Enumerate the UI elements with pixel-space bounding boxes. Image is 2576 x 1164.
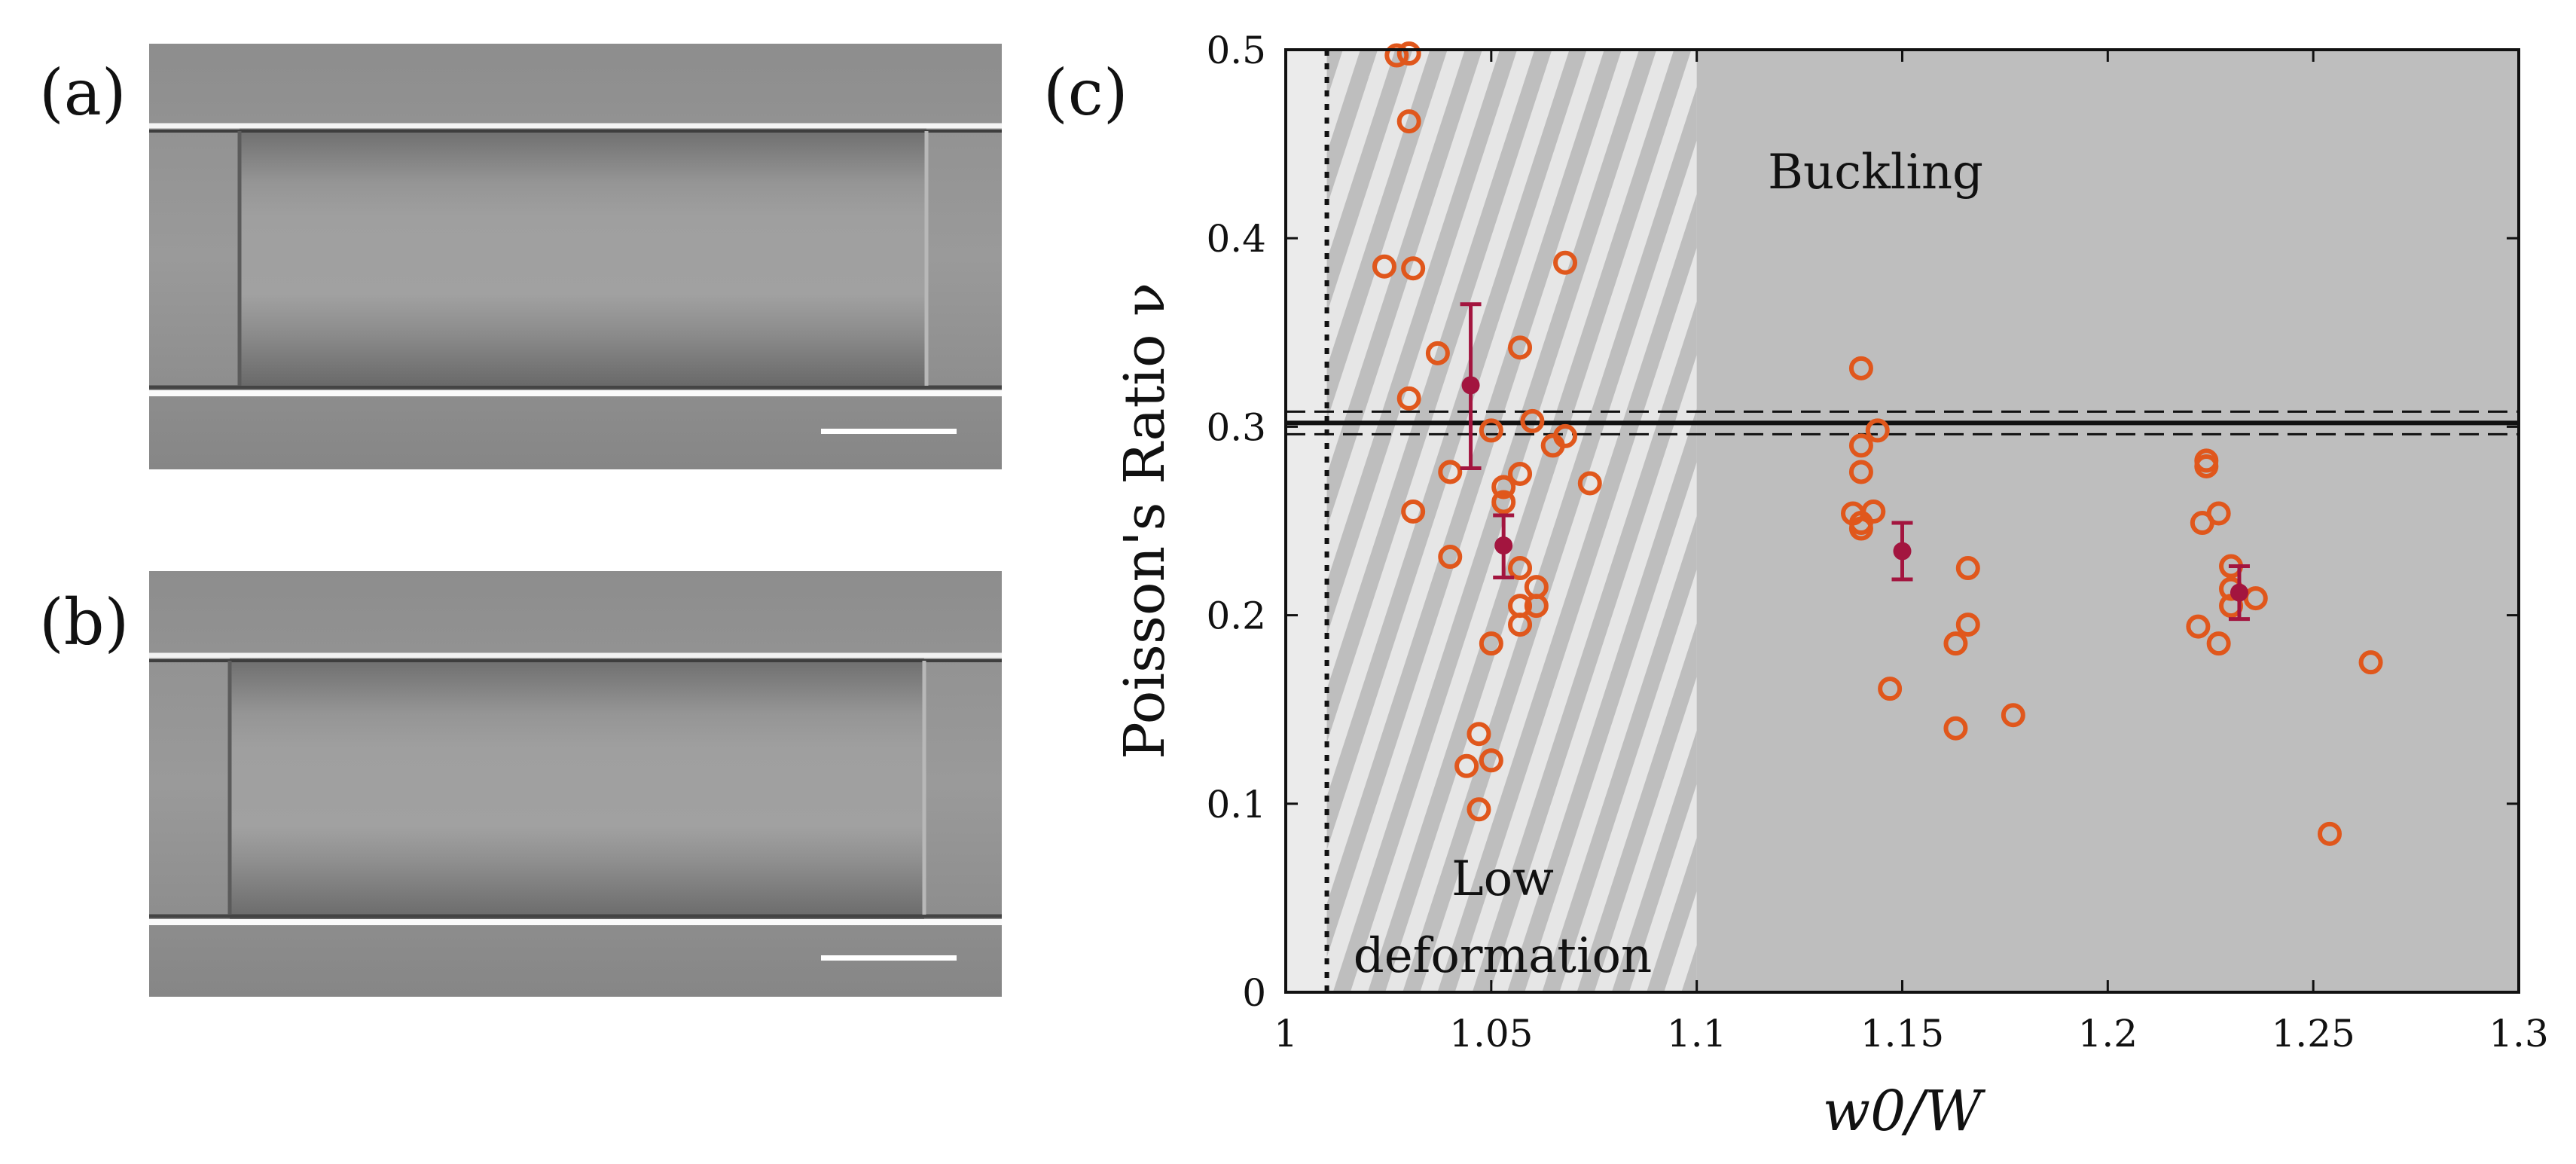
data-point: [1865, 418, 1890, 443]
y-tick-label: 0.4: [1206, 217, 1266, 261]
data-point: [1508, 613, 1533, 637]
region-label-low: Low: [1451, 851, 1554, 907]
y-axis-label: Poisson's Ratio ν: [1113, 283, 1177, 759]
panel-label-a: (a): [39, 56, 127, 130]
data-point: [1508, 335, 1533, 360]
data-point: [1467, 797, 1491, 822]
data-point: [1943, 631, 1968, 656]
region-low-deformation: [1326, 50, 1697, 992]
panel-label-b: (b): [39, 585, 129, 659]
y-tick-label: 0.2: [1206, 594, 1266, 638]
data-point: [1848, 433, 1873, 458]
data-point: [1508, 556, 1533, 581]
y-tick-label: 0: [1242, 971, 1266, 1015]
panel-label-c: (c): [1043, 56, 1128, 130]
data-point: [1553, 250, 1578, 275]
chart-c: 1 1.05 1.1 1.15 1.2 1.25 1.3 0 0.1 0.2 0.3 0.4 0.5 B…: [1113, 29, 2549, 1144]
data-point: [1479, 631, 1503, 656]
data-point: [1955, 613, 1980, 637]
mean-point-group: [1460, 302, 1482, 470]
region-buckling: [1696, 50, 2519, 992]
region-label-buckling: Buckling: [1768, 145, 1983, 200]
x-tick-label: 1.3: [2489, 1012, 2549, 1056]
data-point: [1438, 460, 1463, 484]
data-point: [1848, 516, 1873, 541]
scale-bar-a: [821, 429, 957, 434]
x-tick-label: 1: [1274, 1012, 1298, 1056]
region-label-deformation: deformation: [1354, 928, 1652, 984]
x-tick-label: 1.15: [1860, 1012, 1944, 1056]
mean-point-group: [1493, 513, 1515, 580]
x-tick-label: 1.25: [2272, 1012, 2355, 1056]
data-point: [1401, 256, 1426, 281]
data-point: [1396, 109, 1421, 134]
data-point: [1491, 475, 1516, 500]
x-tick-label: 1.1: [1667, 1012, 1727, 1056]
data-point: [1577, 471, 1602, 496]
data-point: [2186, 614, 2211, 639]
mean-point-group: [1891, 521, 1913, 582]
data-point: [1438, 545, 1463, 570]
data-point: [1401, 499, 1426, 524]
y-tick-label: 0.1: [1206, 783, 1266, 826]
data-point: [1491, 490, 1516, 515]
data-point: [2194, 454, 2219, 478]
data-point: [1955, 556, 1980, 581]
data-point: [1848, 356, 1873, 380]
mean-point: [1461, 376, 1480, 395]
data-point: [1372, 254, 1396, 279]
data-point: [1878, 677, 1903, 701]
mean-point: [1893, 542, 1912, 561]
micrograph-a: [149, 44, 1002, 469]
data-point: [1396, 41, 1421, 66]
data-point: [1454, 753, 1479, 778]
data-point: [1524, 594, 1549, 619]
data-point: [1384, 43, 1409, 68]
data-point: [1396, 386, 1421, 411]
micrograph-b: [149, 571, 1002, 997]
x-tick-label: 1.2: [2078, 1012, 2138, 1056]
scale-bar-b: [821, 955, 957, 961]
data-point: [1508, 461, 1533, 486]
data-point: [1467, 722, 1491, 747]
data-point: [1425, 341, 1450, 365]
data-point: [2358, 650, 2383, 675]
mean-point: [2230, 583, 2248, 602]
data-point: [1848, 460, 1873, 484]
data-point: [1479, 418, 1503, 443]
mean-point: [1494, 536, 1513, 555]
mean-point-group: [2228, 564, 2250, 622]
data-point: [1479, 748, 1503, 773]
data-point: [2206, 631, 2231, 656]
data-point: [2206, 501, 2231, 526]
y-tick-label: 0.5: [1206, 29, 1266, 72]
y-tick-label: 0.3: [1206, 405, 1266, 449]
x-axis-label: w0/W: [1823, 1079, 1986, 1144]
data-point: [1861, 499, 1886, 524]
data-point: [1553, 423, 1578, 448]
x-tick-label: 1.05: [1449, 1012, 1533, 1056]
data-point: [1520, 408, 1545, 433]
data-point: [2001, 703, 2025, 728]
data-point: [2317, 821, 2342, 846]
data-point: [1943, 716, 1968, 741]
